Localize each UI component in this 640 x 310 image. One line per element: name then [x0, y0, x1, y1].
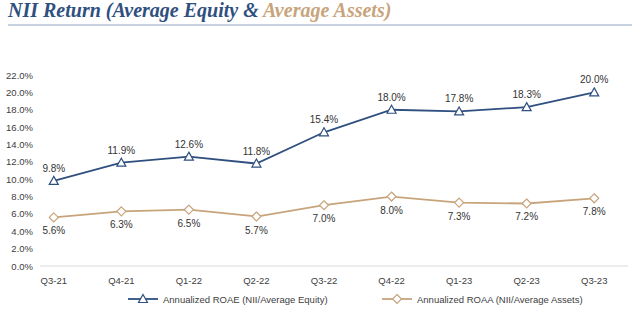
- series-line: [54, 92, 594, 181]
- y-tick: [35, 161, 38, 162]
- title-part: Average Assets): [261, 0, 391, 22]
- y-tick: [35, 179, 38, 180]
- data-label: 8.0%: [380, 205, 403, 216]
- point: [387, 105, 396, 113]
- y-tick: [35, 127, 38, 128]
- y-tick-label: 8.0%: [11, 191, 33, 202]
- data-label: 17.8%: [445, 93, 473, 104]
- data-label: 5.7%: [245, 225, 268, 236]
- x-tick-label: Q3-23: [581, 275, 607, 286]
- data-label: 18.3%: [512, 89, 540, 100]
- point: [49, 176, 58, 184]
- legend-label: Annualized ROAE (NII/Average Equity): [163, 294, 328, 305]
- x-tick-label: Q1-22: [176, 275, 202, 286]
- y-tick: [35, 248, 38, 249]
- y-tick: [35, 266, 38, 267]
- point: [117, 158, 126, 166]
- y-tick-label: 18.0%: [6, 104, 33, 115]
- legend-item: Annualized ROAE (NII/Average Equity): [128, 294, 328, 305]
- y-tick-label: 4.0%: [11, 226, 33, 237]
- y-tick-label: 2.0%: [11, 243, 33, 254]
- data-label: 7.2%: [515, 211, 538, 222]
- chart: NII Return (Average Equity & Average Ass…: [0, 0, 640, 310]
- y-tick-label: 20.0%: [6, 87, 33, 98]
- data-label: 18.0%: [377, 92, 405, 103]
- data-label: 5.6%: [42, 225, 65, 236]
- point: [184, 205, 193, 214]
- x-tick-label: Q4-21: [108, 275, 134, 286]
- y-tick: [35, 75, 38, 76]
- point: [590, 88, 599, 96]
- point: [252, 212, 261, 221]
- plot-area: [49, 88, 598, 222]
- data-label: 6.3%: [110, 219, 133, 230]
- point: [455, 107, 464, 115]
- data-labels: 9.8% 11.9% 12.6% 11.8% 15.4% 18.0% 17.8% 18.3% 2…: [42, 74, 608, 236]
- title-rule: [8, 25, 632, 26]
- point: [117, 207, 126, 216]
- data-label: 7.0%: [313, 213, 336, 224]
- legend-label: Annualized ROAA (NII/Average Assets): [417, 294, 583, 305]
- y-tick-label: 10.0%: [6, 174, 33, 185]
- data-label: 7.3%: [448, 211, 471, 222]
- data-label: 11.8%: [243, 146, 271, 157]
- x-axis: [40, 266, 628, 267]
- legend-item: Annualized ROAA (NII/Average Assets): [382, 294, 583, 305]
- point: [522, 199, 531, 208]
- data-label: 15.4%: [310, 114, 338, 125]
- point: [320, 201, 329, 210]
- point: [387, 192, 396, 201]
- title: NII Return (Average Equity & Average Ass…: [7, 0, 391, 22]
- legend-marker: [139, 295, 148, 303]
- y-tick-label: 14.0%: [6, 139, 33, 150]
- x-tick-label: Q2-22: [243, 275, 269, 286]
- x-tick-label: Q2-23: [513, 275, 539, 286]
- data-label: 9.8%: [42, 163, 65, 174]
- y-tick: [35, 213, 38, 214]
- point: [455, 198, 464, 207]
- y-tick-label: 22.0%: [6, 70, 33, 81]
- title-part: NII Return (Average Equity &: [7, 0, 263, 22]
- x-tick-label: Q3-21: [41, 275, 67, 286]
- point: [252, 159, 261, 167]
- data-label: 12.6%: [175, 139, 203, 150]
- x-tick-label: Q4-22: [378, 275, 404, 286]
- y-tick-label: 6.0%: [11, 208, 33, 219]
- point: [320, 128, 329, 136]
- point: [590, 194, 599, 203]
- y-tick: [35, 231, 38, 232]
- x-tick-label: Q1-23: [446, 275, 472, 286]
- y-tick: [35, 196, 38, 197]
- y-tick-label: 12.0%: [6, 156, 33, 167]
- data-label: 6.5%: [177, 218, 200, 229]
- point: [522, 103, 531, 111]
- y-tick: [35, 92, 38, 93]
- y-tick: [35, 144, 38, 145]
- x-tick-label: Q3-22: [311, 275, 337, 286]
- y-tick: [35, 109, 38, 110]
- data-label: 7.8%: [583, 206, 606, 217]
- data-label: 11.9%: [108, 145, 136, 156]
- y-tick-label: 0.0%: [11, 261, 33, 272]
- point: [49, 213, 58, 222]
- legend-marker: [393, 295, 402, 304]
- point: [184, 152, 193, 160]
- data-label: 20.0%: [580, 74, 608, 85]
- y-tick-label: 16.0%: [6, 122, 33, 133]
